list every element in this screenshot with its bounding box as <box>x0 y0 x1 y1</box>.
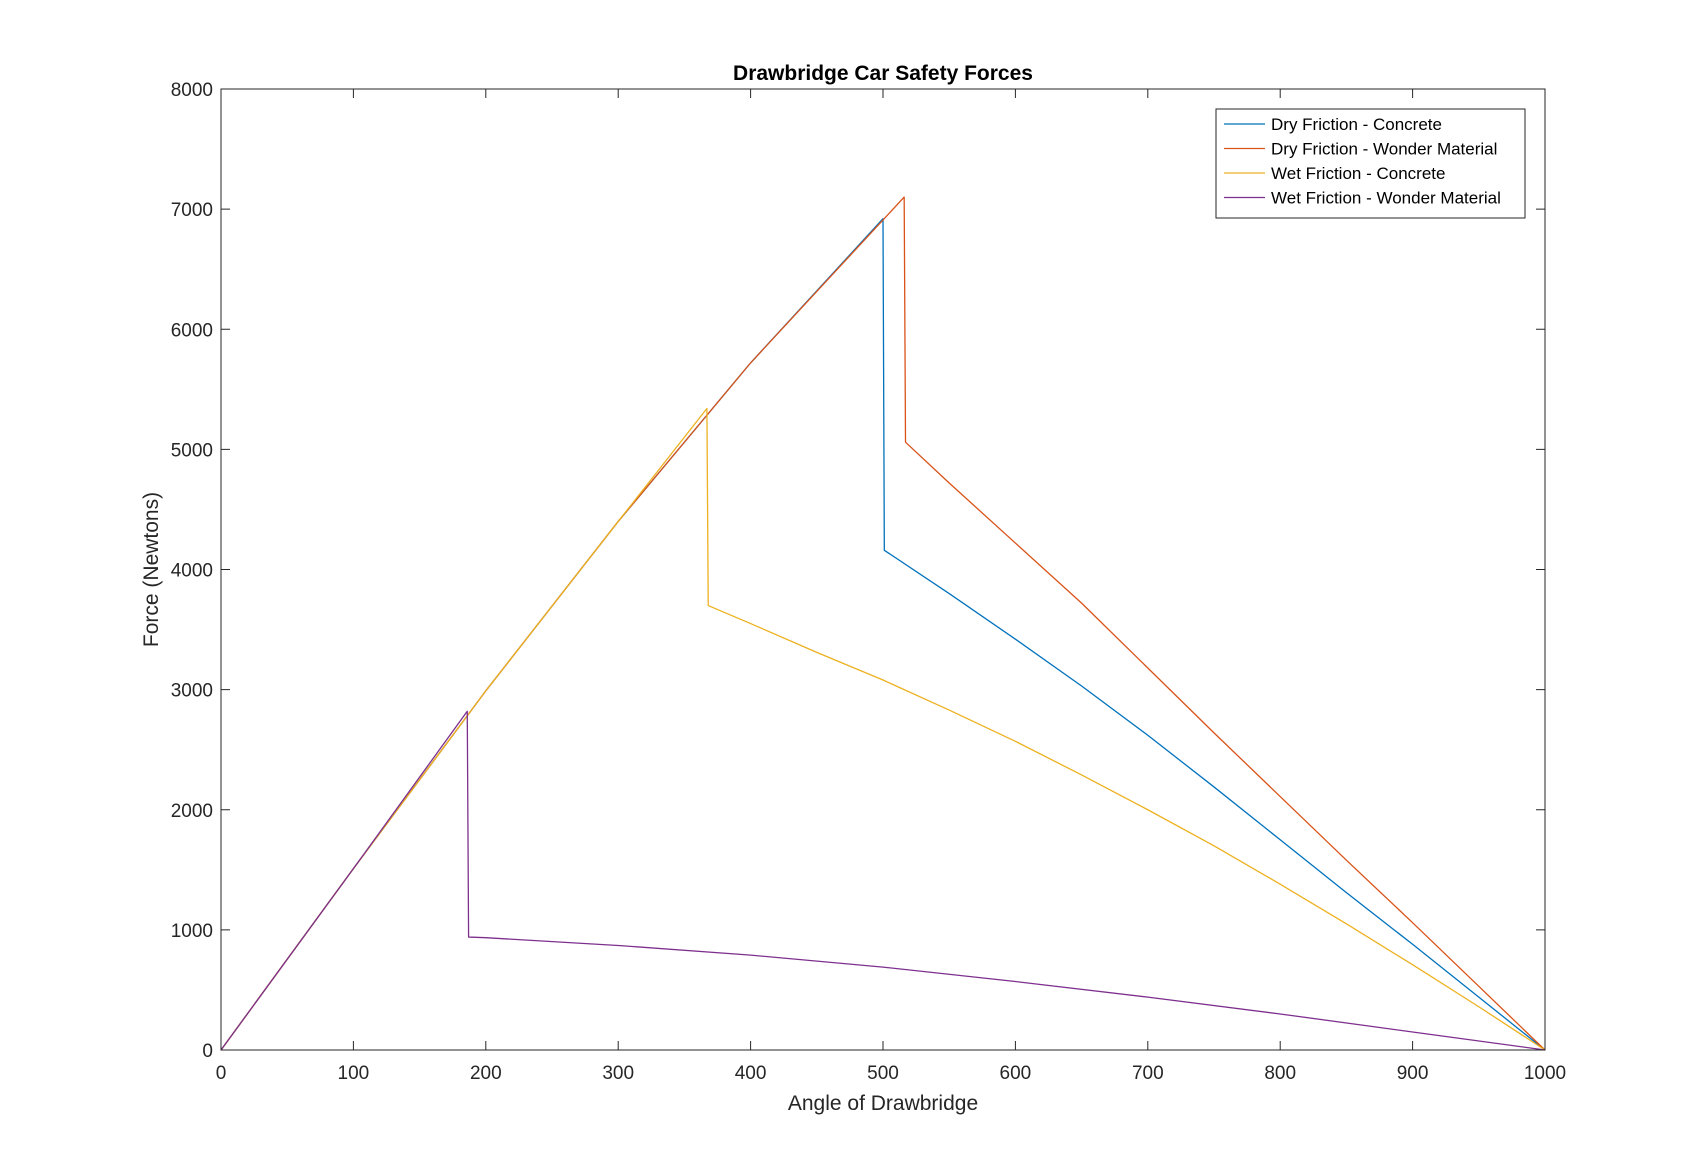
x-tick-label: 1000 <box>1524 1063 1566 1084</box>
y-tick-label: 3000 <box>171 681 213 702</box>
ticks-layer: 0 100 200 300 400 500 600 700 800 900 1000 0 1000 200… <box>171 80 1566 1084</box>
legend-label: Wet Friction - Wonder Material <box>1271 189 1501 208</box>
y-tick-label: 7000 <box>171 200 213 221</box>
y-tick-label: 6000 <box>171 320 213 341</box>
y-tick-label: 8000 <box>171 80 213 101</box>
series-line-4 <box>220 710 1546 1051</box>
y-tick-label: 2000 <box>171 801 213 822</box>
y-tick-label: 1000 <box>171 921 213 942</box>
x-tick-label: 800 <box>1264 1063 1296 1084</box>
x-tick-label: 700 <box>1132 1063 1164 1084</box>
y-axis-title: Force (Newtons) <box>140 492 163 647</box>
x-tick-label: 200 <box>470 1063 502 1084</box>
legend-label: Wet Friction - Concrete <box>1271 164 1445 183</box>
x-tick-label: 500 <box>867 1063 899 1084</box>
y-tick-label: 0 <box>202 1041 213 1062</box>
series-layer <box>220 196 1546 1051</box>
x-tick-label: 600 <box>1000 1063 1032 1084</box>
y-tick-label: 4000 <box>171 561 213 582</box>
x-tick-label: 0 <box>216 1063 227 1084</box>
series-line-3 <box>220 407 1546 1051</box>
x-axis-title: Angle of Drawbridge <box>788 1092 978 1115</box>
y-tick-label: 5000 <box>171 440 213 461</box>
legend-box <box>1215 108 1526 219</box>
chart-title: Drawbridge Car Safety Forces <box>733 62 1033 85</box>
legend: Dry Friction - Concrete Dry Friction - Wo… <box>1215 108 1526 219</box>
x-tick-label: 100 <box>338 1063 370 1084</box>
x-tick-label: 300 <box>602 1063 634 1084</box>
x-tick-label: 400 <box>735 1063 767 1084</box>
legend-label: Dry Friction - Wonder Material <box>1271 140 1497 159</box>
legend-label: Dry Friction - Concrete <box>1271 115 1442 134</box>
x-tick-label: 900 <box>1397 1063 1429 1084</box>
